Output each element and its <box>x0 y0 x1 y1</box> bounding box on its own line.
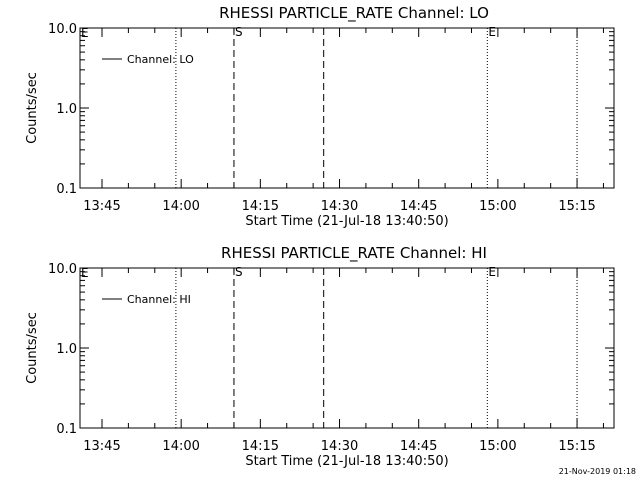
event-marker-label: E <box>488 265 496 279</box>
x-tick-label: 14:45 <box>400 439 437 454</box>
corner-marker-label: E <box>81 26 89 40</box>
y-tick-label: 0.1 <box>56 182 77 197</box>
legend-entry: Channel: LO <box>127 53 194 66</box>
corner-marker-label: E <box>81 266 89 280</box>
event-marker-label: E <box>488 25 496 39</box>
y-tick-label: 1.0 <box>56 102 77 117</box>
y-tick-label: 0.1 <box>56 422 77 437</box>
x-tick-label: 15:15 <box>558 199 595 214</box>
x-tick-label: 14:00 <box>162 199 199 214</box>
event-marker-label: S <box>235 25 243 39</box>
x-tick-label: 15:00 <box>479 439 516 454</box>
plot-frame <box>79 267 615 429</box>
x-axis-label: Start Time (21-Jul-18 13:40:50) <box>245 214 448 229</box>
x-tick-label: 14:00 <box>162 439 199 454</box>
x-tick-label: 14:45 <box>400 199 437 214</box>
x-tick-label: 14:30 <box>321 199 358 214</box>
y-tick-label: 10.0 <box>48 22 77 37</box>
x-tick-label: 13:45 <box>83 199 120 214</box>
legend-entry: Channel: HI <box>127 293 191 306</box>
chart-title: RHESSI PARTICLE_RATE Channel: LO <box>219 4 489 23</box>
x-tick-label: 15:00 <box>479 199 516 214</box>
plot-frame <box>79 27 615 189</box>
x-tick-label: 14:15 <box>242 199 279 214</box>
x-tick-label: 14:30 <box>321 439 358 454</box>
x-tick-label: 14:15 <box>242 439 279 454</box>
x-axis-label: Start Time (21-Jul-18 13:40:50) <box>245 454 448 469</box>
footer-timestamp: 21-Nov-2019 01:18 <box>559 467 636 476</box>
event-marker-label: S <box>235 265 243 279</box>
y-tick-label: 1.0 <box>56 342 77 357</box>
x-tick-label: 15:15 <box>558 439 595 454</box>
y-tick-label: 10.0 <box>48 262 77 277</box>
y-axis-label: Counts/sec <box>25 312 40 384</box>
x-tick-label: 13:45 <box>83 439 120 454</box>
y-axis-label: Counts/sec <box>25 72 40 144</box>
chart-title: RHESSI PARTICLE_RATE Channel: HI <box>221 244 487 263</box>
